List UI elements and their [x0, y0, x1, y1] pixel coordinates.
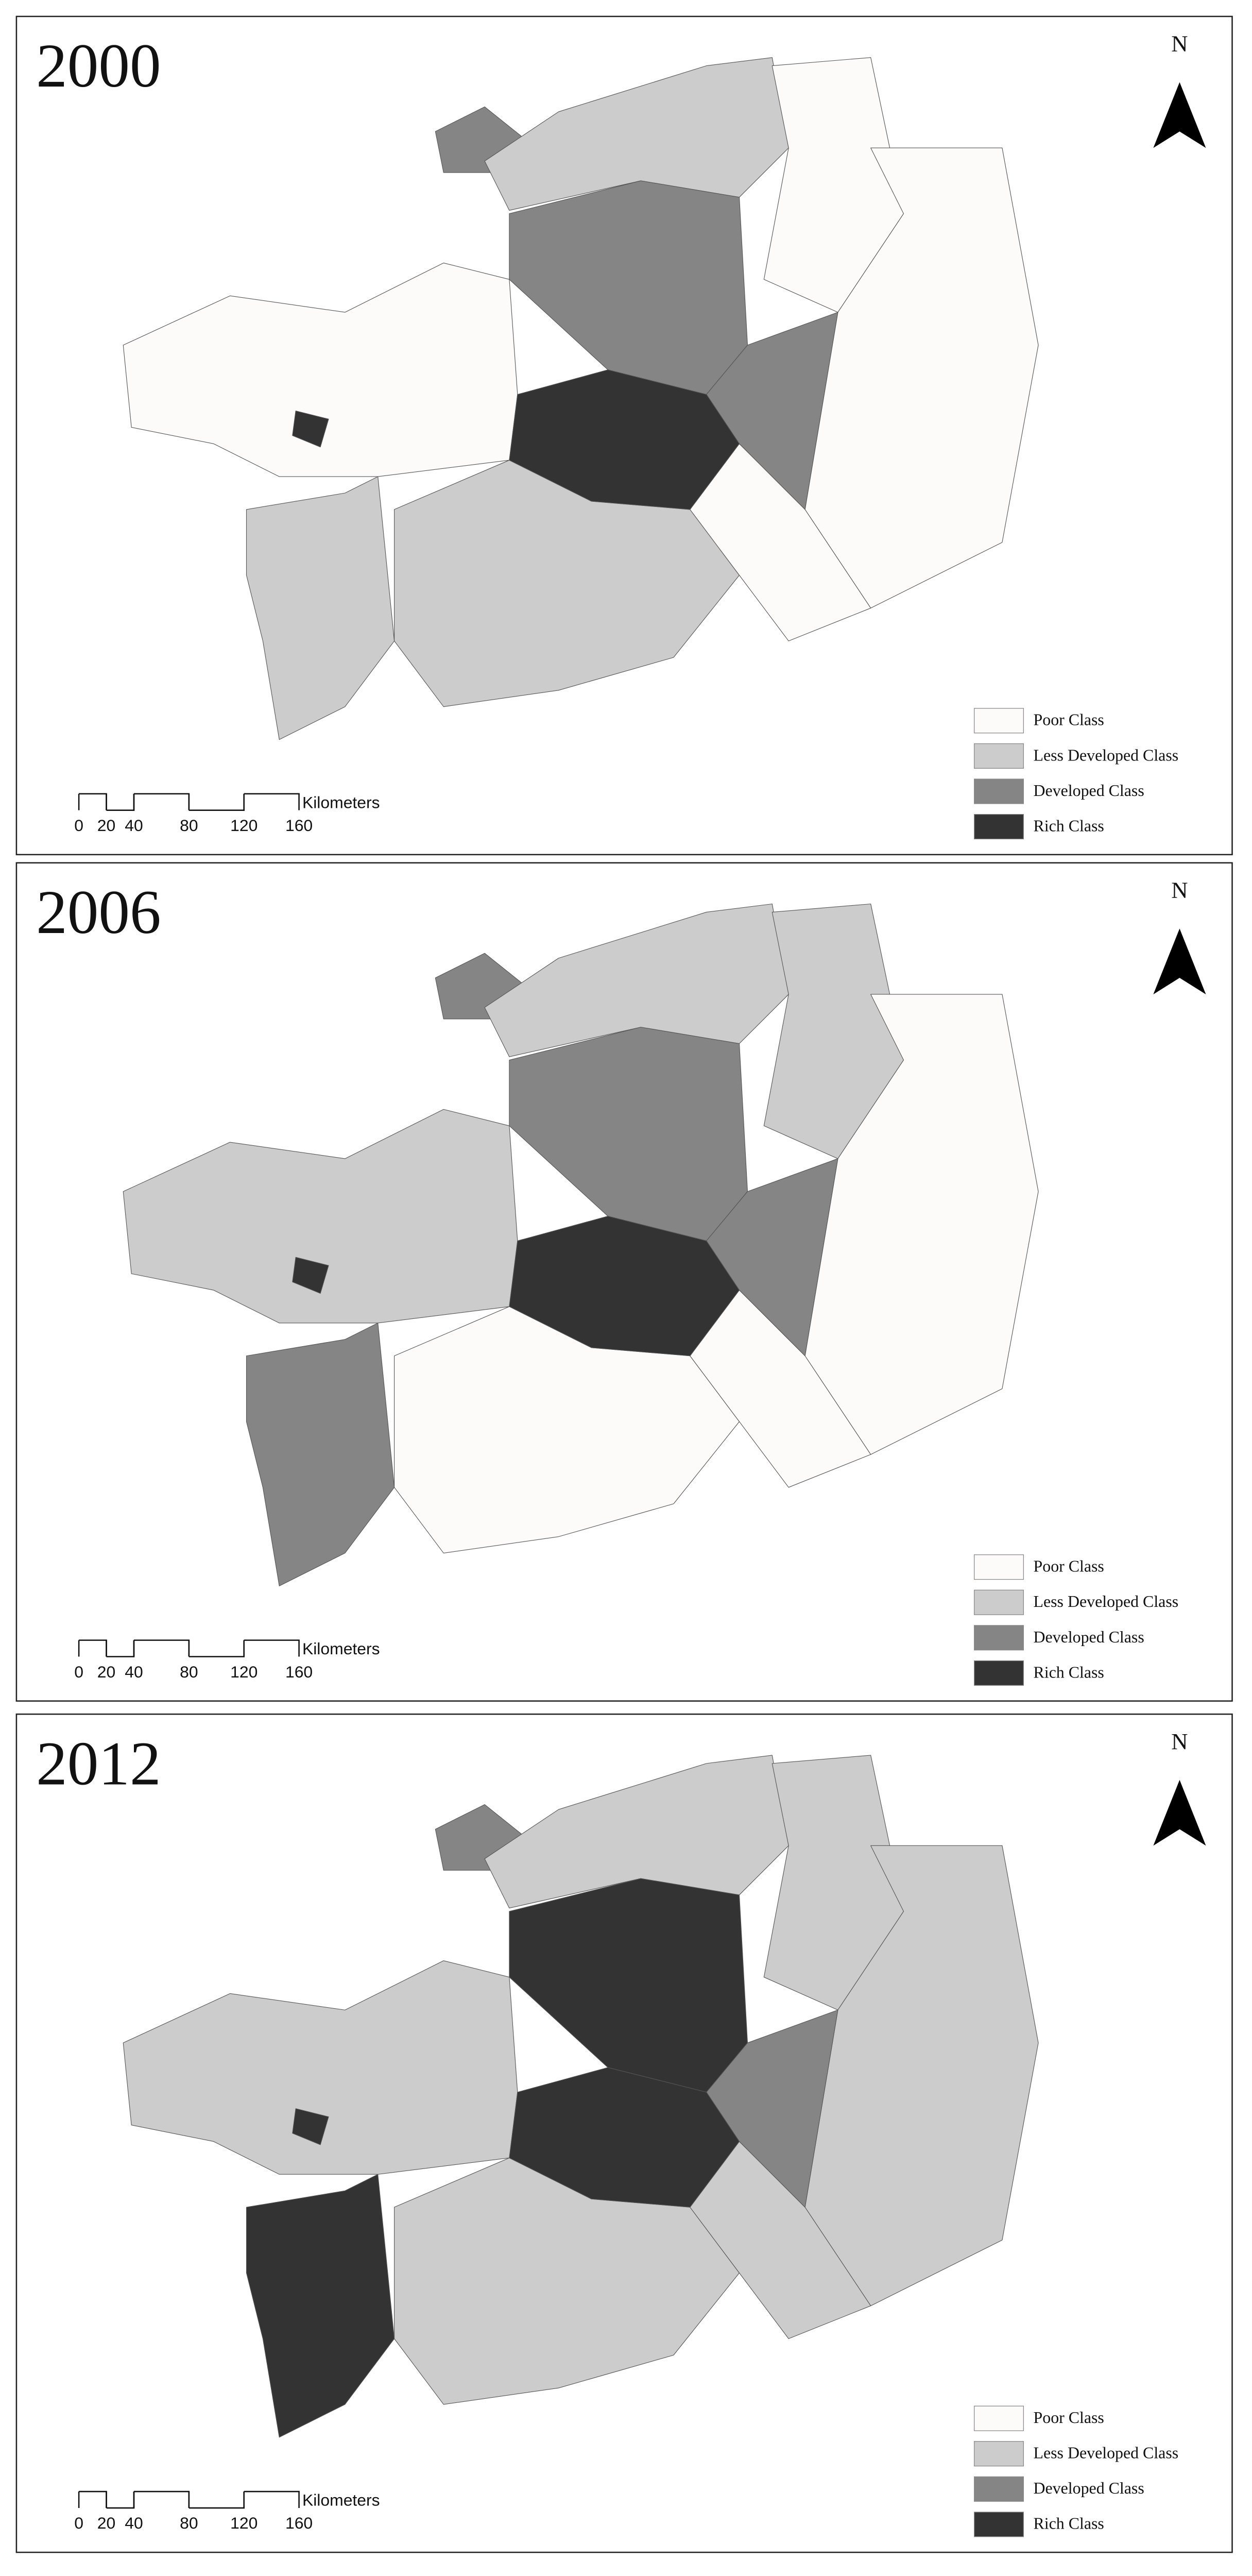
legend-label: Less Developed Class — [1034, 746, 1179, 764]
scale-label: 80 — [180, 1663, 198, 1681]
region — [246, 476, 395, 740]
north-label: N — [1171, 877, 1188, 903]
region — [509, 369, 740, 510]
region — [509, 2067, 740, 2208]
map-panel: 2006 N Poor Class Less Developed Class Devel… — [15, 862, 1233, 1702]
scale-segment — [243, 2490, 300, 2508]
scale-label: 40 — [125, 1663, 143, 1681]
north-arrow — [1153, 1780, 1206, 1846]
scale-label: 20 — [97, 816, 115, 835]
legend-swatch — [974, 814, 1024, 840]
map-panel: 2012 N Poor Class Less Developed Class Devel… — [15, 1713, 1233, 2553]
scale-label: 160 — [285, 2514, 313, 2532]
scale-unit: Kilometers — [302, 793, 380, 811]
legend-label: Developed Class — [1034, 1628, 1144, 1646]
legend-label: Poor Class — [1034, 2409, 1104, 2427]
scale-label: 120 — [230, 2514, 258, 2532]
legend-label: Less Developed Class — [1034, 1592, 1179, 1611]
panel-year: 2006 — [36, 878, 161, 947]
legend-swatch — [974, 2512, 1024, 2537]
scale-label: 0 — [74, 1663, 83, 1681]
legend-label: Rich Class — [1034, 1663, 1104, 1681]
region — [706, 1158, 838, 1357]
region — [292, 2108, 329, 2145]
region — [292, 410, 329, 448]
scale-label: 160 — [285, 816, 313, 835]
scale-segment — [243, 1639, 300, 1657]
legend-swatch — [974, 743, 1024, 769]
region — [509, 1216, 740, 1357]
region — [706, 2009, 838, 2208]
scale-unit: Kilometers — [302, 1639, 380, 1658]
legend-label: Poor Class — [1034, 1557, 1104, 1575]
legend-swatch — [974, 1660, 1024, 1686]
map — [123, 903, 1039, 1586]
north-label: N — [1171, 31, 1188, 57]
legend-label: Poor Class — [1034, 711, 1104, 729]
legend-label: Developed Class — [1034, 2479, 1144, 2497]
region — [706, 312, 838, 510]
scale-unit: Kilometers — [302, 2491, 380, 2510]
scale-label: 120 — [230, 1663, 258, 1681]
legend-swatch — [974, 1625, 1024, 1651]
legend-swatch — [974, 2405, 1024, 2431]
legend-label: Rich Class — [1034, 2515, 1104, 2533]
scale-label: 20 — [97, 1663, 115, 1681]
legend-swatch — [974, 2476, 1024, 2502]
legend-swatch — [974, 1554, 1024, 1580]
scale-label: 160 — [285, 1663, 313, 1681]
scale-label: 40 — [125, 816, 143, 835]
legend-label: Developed Class — [1034, 782, 1144, 800]
region — [292, 1257, 329, 1294]
scale-label: 0 — [74, 816, 83, 835]
scale-label: 20 — [97, 2514, 115, 2532]
north-arrow — [1153, 928, 1206, 994]
scale-segment — [243, 793, 300, 810]
north-arrow — [1153, 82, 1206, 148]
panel-year: 2000 — [36, 31, 161, 100]
panel-year: 2012 — [36, 1729, 161, 1798]
map — [123, 57, 1039, 740]
legend-swatch — [974, 708, 1024, 734]
legend-label: Rich Class — [1034, 817, 1104, 835]
legend-label: Less Developed Class — [1034, 2444, 1179, 2462]
scale-label: 80 — [180, 2514, 198, 2532]
scale-label: 0 — [74, 2514, 83, 2532]
legend-swatch — [974, 778, 1024, 804]
region — [246, 1323, 395, 1586]
scale-label: 120 — [230, 816, 258, 835]
legend-swatch — [974, 1589, 1024, 1615]
scale-label: 40 — [125, 2514, 143, 2532]
legend-swatch — [974, 2441, 1024, 2467]
scale-label: 80 — [180, 816, 198, 835]
region — [246, 2174, 395, 2438]
map — [123, 1755, 1039, 2438]
map-panel: 2000 N Poor Class Less Developed Class Devel… — [15, 15, 1233, 856]
north-label: N — [1171, 1728, 1188, 1754]
